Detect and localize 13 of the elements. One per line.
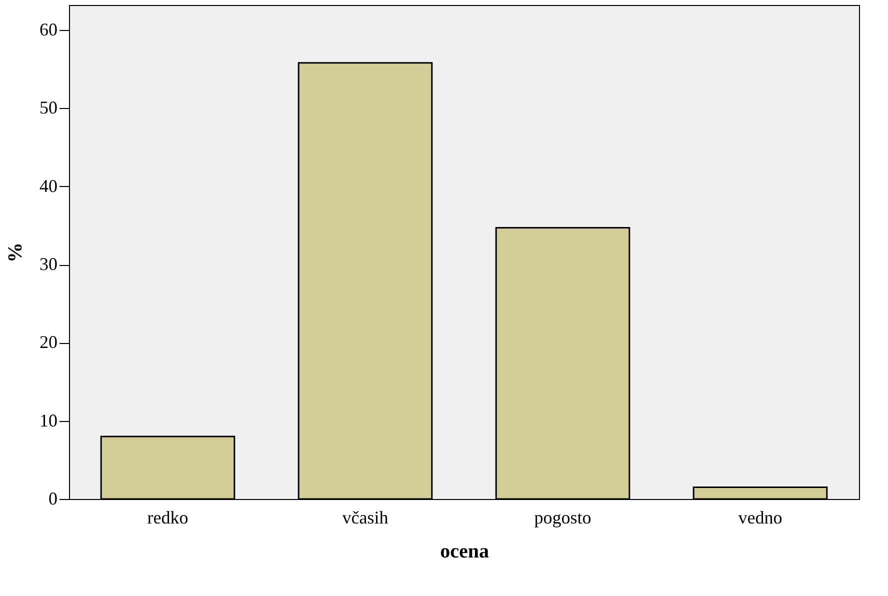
x-tick-label: pogosto — [534, 508, 592, 528]
y-tick-label: 40 — [40, 176, 58, 196]
y-tick-label: 0 — [48, 488, 58, 508]
x-tick-label: redko — [147, 508, 188, 528]
x-tick-label: včasih — [342, 508, 388, 528]
x-axis-title: ocena — [440, 540, 489, 562]
y-tick-label: 60 — [40, 20, 58, 40]
y-tick-label: 20 — [40, 332, 58, 352]
y-tick-label: 30 — [40, 254, 58, 274]
y-tick-label: 50 — [40, 98, 58, 118]
y-axis-title: % — [4, 242, 26, 262]
y-tick-label: 10 — [40, 410, 58, 430]
x-tick-label: vedno — [738, 508, 782, 528]
